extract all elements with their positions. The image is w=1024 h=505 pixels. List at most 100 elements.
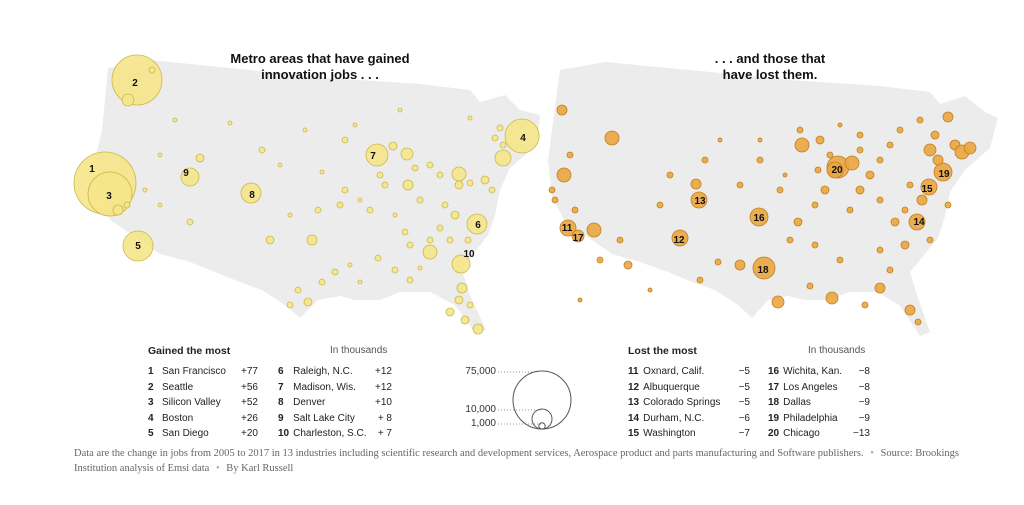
gain-rank-label: 5 [135,241,141,252]
loss-metro-circle [916,116,924,124]
gain-circles [73,54,540,335]
gain-metro-circle [331,268,339,276]
rank-number: 6 [278,366,284,377]
gain-rank-label: 8 [249,190,255,201]
scale-circles [498,370,572,430]
gain-metro-circle [441,201,449,209]
loss-metro-circle [623,260,633,270]
loss-metro-circle [930,130,940,140]
loss-rank-label: 12 [673,235,685,246]
gain-metro-circle [454,180,464,190]
loss-metro-circle [556,104,568,116]
loss-metro-circle [566,151,574,159]
loss-rank-label: 13 [694,196,706,207]
loss-metro-circle [551,196,559,204]
scale-circle-10000 [531,408,553,430]
gain-metro-circle [347,262,353,268]
loss-metro-circle [923,143,937,157]
jobs-change-value: +20 [241,428,258,439]
rank-number: 17 [768,381,780,393]
lost-row: 17 Los Angeles −8 [768,382,870,398]
gain-metro-circle [376,171,384,179]
gained-row: 10 Charleston, S.C. + 7 [278,428,392,444]
gain-metro-circle [451,254,471,274]
gain-metro-circle [436,224,444,232]
metro-name: Denver [293,397,326,408]
loss-metro-circle [690,191,708,209]
loss-rank-label: 20 [831,165,843,176]
gain-metro-circle [472,323,484,335]
gain-metro-circle [314,206,322,214]
metro-name: San Diego [162,428,209,439]
gain-rank-label: 10 [463,249,475,260]
gain-metro-circle [416,196,424,204]
loss-metro-circle [811,201,819,209]
loss-metro-circle [814,166,822,174]
gain-metro-circle [365,143,389,167]
lost-row: 18 Dallas −9 [768,397,870,413]
lost-row: 11 Oxnard, Calif. −5 [628,366,750,382]
loss-rank-label: 15 [921,184,933,195]
loss-metro-circle [586,222,602,238]
gain-metro-circle [494,149,512,167]
loss-rank-label: 19 [938,169,950,180]
gain-metro-circle [466,213,488,235]
loss-rank-label: 18 [757,265,769,276]
gained-row: 4 Boston +26 [148,413,258,429]
loss-metro-circle [793,217,803,227]
loss-metro-circle [836,256,844,264]
rank-number: 3 [148,397,154,408]
jobs-change-value: +52 [241,397,258,408]
loss-metro-circle [856,146,864,154]
loss-rank-label: 16 [753,213,765,224]
loss-metro-circle [916,194,928,206]
jobs-change-value: + 7 [377,428,392,439]
lost-row: 14 Durham, N.C. −6 [628,413,750,429]
jobs-change-value: −5 [738,381,750,393]
loss-metro-circle [846,206,854,214]
rank-number: 18 [768,397,780,408]
gained-row: 5 San Diego +20 [148,428,258,444]
footnote-text: Data are the change in jobs from 2005 to… [74,448,864,459]
jobs-change-value: −7 [738,428,750,439]
jobs-change-value: +12 [375,366,392,377]
loss-metro-circle [906,181,914,189]
lost-row: 20 Chicago −13 [768,428,870,444]
rank-number: 20 [768,428,780,439]
loss-metro-circle [876,246,884,254]
lost-row: 15 Washington −7 [628,428,750,444]
gain-rank-label: 2 [132,78,138,89]
loss-metro-circle [696,276,704,284]
scale-circle-75000 [512,370,572,430]
footnote-byline: By Karl Russell [226,463,294,474]
metro-name: Colorado Springs [643,397,721,408]
us-map-losses [548,62,998,336]
gain-metro-circle [392,212,398,218]
loss-metro-circle [757,137,763,143]
lost-legend-heading: Lost the most [628,345,697,357]
loss-metro-circle [900,240,910,250]
gain-rank-label: 1 [89,164,95,175]
metro-name: Los Angeles [783,381,838,393]
jobs-change-value: +26 [241,412,258,424]
metro-name: Chicago [783,428,820,439]
gain-metro-circle [488,186,496,194]
gain-metro-circle [374,254,382,262]
loss-metro-circle [856,131,864,139]
gain-metro-circle [402,179,414,191]
loss-metro-circle [796,126,804,134]
gain-metro-circle [157,152,163,158]
gained-row: 8 Denver +10 [278,397,392,413]
gained-row: 3 Silicon Valley +52 [148,397,258,413]
gain-metro-circle [466,179,474,187]
rank-number: 10 [278,428,290,439]
loss-metro-circle [571,206,579,214]
loss-metro-circle [820,185,830,195]
loss-metro-circle [666,171,674,179]
loss-metro-circle [656,201,664,209]
gain-metro-circle [319,169,325,175]
metro-name: Wichita, Kan. [783,366,843,377]
gain-metro-circle [302,127,308,133]
gain-metro-circle [123,201,131,209]
